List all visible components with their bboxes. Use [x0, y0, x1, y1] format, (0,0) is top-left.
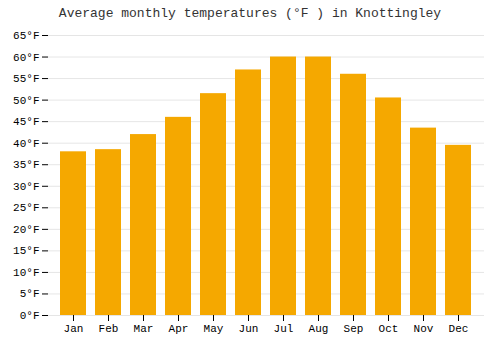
svg-text:30°F: 30°F — [13, 181, 39, 193]
svg-text:Oct: Oct — [379, 323, 399, 335]
svg-text:May: May — [204, 323, 224, 335]
svg-text:15°F: 15°F — [13, 245, 39, 257]
svg-text:Mar: Mar — [134, 323, 154, 335]
svg-text:10°F: 10°F — [13, 267, 39, 279]
svg-text:40°F: 40°F — [13, 138, 39, 150]
html-text:Average monthly temperatures (: Average monthly temperatures (°F ) in Kn… — [58, 6, 442, 21]
svg-text:35°F: 35°F — [13, 159, 39, 171]
svg-text:50°F: 50°F — [13, 95, 39, 107]
svg-text:Sep: Sep — [344, 323, 364, 335]
svg-text:45°F: 45°F — [13, 116, 39, 128]
svg-text:Jun: Jun — [239, 323, 259, 335]
svg-text:Apr: Apr — [169, 323, 189, 335]
svg-text:Aug: Aug — [309, 323, 329, 335]
svg-text:25°F: 25°F — [13, 202, 39, 214]
svg-text:65°F: 65°F — [13, 30, 39, 42]
svg-text:Jul: Jul — [274, 323, 294, 335]
svg-text:Feb: Feb — [99, 323, 119, 335]
svg-text:Dec: Dec — [449, 323, 469, 335]
svg-text:20°F: 20°F — [13, 224, 39, 236]
svg-text:5°F: 5°F — [20, 288, 40, 300]
svg-text:60°F: 60°F — [13, 52, 39, 64]
svg-text:Jan: Jan — [64, 323, 84, 335]
svg-text:55°F: 55°F — [13, 73, 39, 85]
svg-text:0°F: 0°F — [20, 310, 40, 322]
svg-text:Nov: Nov — [414, 323, 434, 335]
